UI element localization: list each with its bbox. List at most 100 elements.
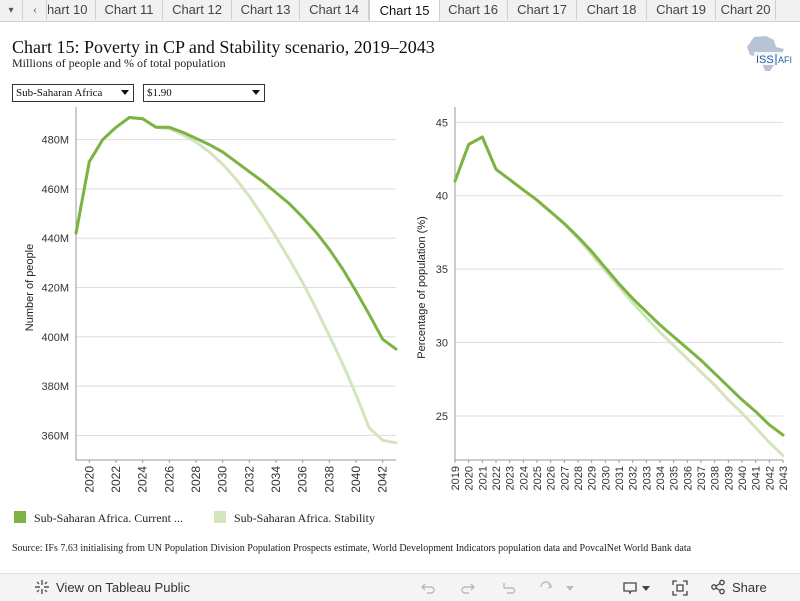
x-tick-label: 2022: [109, 466, 123, 493]
y-tick-label: 30: [436, 338, 448, 350]
chevron-left-icon: ‹: [33, 4, 37, 16]
x-tick-label: 2026: [546, 466, 558, 490]
iss-africa-logo: ISS AFI: [747, 36, 792, 71]
tab-chart-10[interactable]: Chart 10: [48, 0, 96, 20]
legend-label-current: Sub-Saharan Africa. Current ...: [34, 511, 183, 525]
people-chart: 360M 380M 400M 420M 440M 460M 480M 2020 2022 2024…: [24, 107, 398, 493]
series-line-current[interactable]: [74, 116, 398, 351]
x-tick-label: 2036: [682, 466, 694, 490]
tab-chart-20[interactable]: Chart 20: [716, 0, 776, 20]
y-tick-label: 420M: [41, 283, 69, 295]
x-tick-label: 2043: [778, 466, 790, 490]
tab-chart-15[interactable]: Chart 15: [369, 0, 440, 21]
x-tick-label: 2042: [376, 466, 390, 493]
undo-icon[interactable]: [420, 580, 436, 596]
redo-icon[interactable]: [460, 580, 476, 596]
tab-chart-14[interactable]: Chart 14: [300, 0, 369, 20]
y-tick-label: 40: [436, 191, 448, 203]
x-tick-label: 2031: [614, 466, 626, 490]
tableau-logo-icon: [35, 580, 49, 594]
tab-chart-19[interactable]: Chart 19: [647, 0, 716, 20]
x-tick-label: 2041: [751, 466, 763, 490]
refresh-icon[interactable]: [538, 580, 554, 596]
y-tick-label: 380M: [41, 381, 69, 393]
y-tick-label: 45: [436, 117, 448, 129]
tab-chart-16[interactable]: Chart 16: [439, 0, 508, 20]
share-button[interactable]: Share: [710, 579, 767, 595]
tab-chart-12[interactable]: Chart 12: [163, 0, 232, 20]
refresh-dropdown-icon[interactable]: [566, 586, 574, 592]
x-tick-label: 2033: [641, 466, 653, 490]
x-tick-label: 2029: [587, 466, 599, 490]
x-tick-label: 2034: [269, 466, 283, 493]
revert-icon[interactable]: [500, 580, 516, 596]
x-tick-label: 2028: [573, 466, 585, 490]
legend-item-stability[interactable]: Sub-Saharan Africa. Stability: [214, 511, 375, 526]
x-tick-label: 2040: [737, 466, 749, 490]
legend-item-current[interactable]: Sub-Saharan Africa. Current ...: [14, 511, 183, 526]
x-tick-label: 2042: [764, 466, 776, 490]
view-on-tableau-label: View on Tableau Public: [56, 579, 190, 595]
x-tick-label: 2032: [628, 466, 640, 490]
region-select-value: Sub-Saharan Africa: [16, 87, 103, 99]
y-tick-label: 360M: [41, 430, 69, 442]
y-tick-label: 480M: [41, 135, 69, 147]
tab-chart-13[interactable]: Chart 13: [232, 0, 300, 20]
x-tick-label: 2039: [723, 466, 735, 490]
series-line-stability[interactable]: [453, 135, 785, 458]
series-line-current[interactable]: [453, 135, 785, 437]
y-axis-title: Percentage of population (%): [416, 216, 428, 358]
view-on-tableau-link[interactable]: View on Tableau Public: [34, 579, 190, 595]
y-axis-title: Number of people: [24, 244, 36, 331]
threshold-select[interactable]: $1.90: [143, 84, 265, 102]
tab-chart-17[interactable]: Chart 17: [508, 0, 577, 20]
x-tick-label: 2020: [464, 466, 476, 490]
logo-text-afi: AFI: [778, 55, 792, 65]
legend-swatch-stability: [214, 511, 226, 523]
y-tick-label: 400M: [41, 332, 69, 344]
x-tick-label: 2023: [505, 466, 517, 490]
page-title: Chart 15: Poverty in CP and Stability sc…: [12, 37, 435, 57]
x-tick-label: 2024: [518, 466, 530, 490]
tab-chart-11[interactable]: Chart 11: [96, 0, 163, 20]
y-tick-label: 440M: [41, 233, 69, 245]
x-tick-label: 2030: [216, 466, 230, 493]
tab-menu-button[interactable]: ▾: [0, 0, 23, 20]
source-note: Source: IFs 7.63 initialising from UN Po…: [12, 543, 692, 554]
x-tick-label: 2026: [162, 466, 176, 493]
x-tick-label: 2036: [296, 466, 310, 493]
x-tick-label: 2020: [82, 466, 96, 493]
x-tick-label: 2038: [710, 466, 722, 490]
y-tick-label: 460M: [41, 184, 69, 196]
x-tick-label: 2032: [242, 466, 256, 493]
x-tick-label: 2037: [696, 466, 708, 490]
x-tick-label: 2024: [136, 466, 150, 493]
share-icon: [711, 579, 725, 595]
x-tick-label: 2027: [559, 466, 571, 490]
x-tick-label: 2022: [491, 466, 503, 490]
dropdown-arrow-icon: [121, 90, 129, 95]
y-tick-label: 35: [436, 264, 448, 276]
legend-label-stability: Sub-Saharan Africa. Stability: [234, 511, 375, 525]
tab-chart-18[interactable]: Chart 18: [577, 0, 647, 20]
x-tick-label: 2038: [322, 466, 336, 493]
tableau-toolbar: View on Tableau Public Share: [0, 573, 800, 601]
download-dropdown-icon[interactable]: [642, 586, 650, 592]
tab-scroll-left-button[interactable]: ‹: [24, 0, 47, 20]
x-tick-label: 2019: [450, 466, 462, 490]
x-tick-label: 2040: [349, 466, 363, 493]
page-subtitle: Millions of people and % of total popula…: [12, 56, 226, 70]
x-tick-label: 2034: [655, 466, 667, 490]
region-select[interactable]: Sub-Saharan Africa: [12, 84, 134, 102]
x-tick-label: 2025: [532, 466, 544, 490]
logo-text-iss: ISS: [756, 54, 774, 66]
fullscreen-icon[interactable]: [672, 580, 688, 596]
x-tick-label: 2028: [189, 466, 203, 493]
x-tick-label: 2035: [669, 466, 681, 490]
x-tick-label: 2030: [600, 466, 612, 490]
caret-down-icon: ▾: [8, 4, 14, 16]
download-icon[interactable]: [622, 580, 638, 596]
